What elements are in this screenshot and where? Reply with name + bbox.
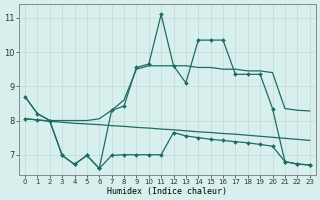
X-axis label: Humidex (Indice chaleur): Humidex (Indice chaleur) <box>107 187 227 196</box>
